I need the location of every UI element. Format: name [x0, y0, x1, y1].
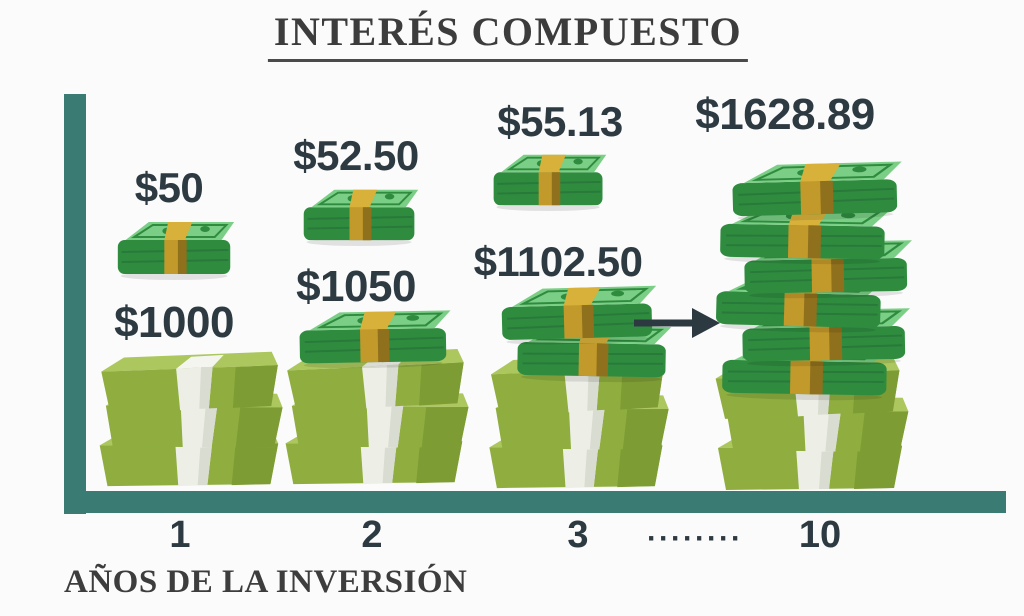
value-amount-label: $1628.89 — [695, 90, 875, 139]
x-tick-3: 3 — [567, 514, 589, 556]
x-axis-break-dots: ········ — [647, 522, 743, 555]
x-axis-bar — [64, 491, 1006, 513]
interest-amount-label: $50 — [134, 164, 204, 211]
interest-bundle-icon — [298, 182, 422, 246]
interest-bundle-icon — [723, 154, 909, 223]
value-amount-label: $1102.50 — [473, 238, 643, 285]
value-amount-label: $1000 — [114, 298, 234, 347]
interest-bundle-icon — [112, 214, 238, 280]
x-tick-1: 1 — [169, 514, 191, 556]
page-title: INTERÉS COMPUESTO — [267, 8, 749, 62]
bill-bundle-icon — [91, 349, 285, 414]
arrow-right-icon — [634, 308, 720, 338]
x-tick-10: 10 — [798, 514, 842, 556]
x-tick-2: 2 — [361, 514, 383, 556]
interest-bundle-icon — [488, 147, 610, 211]
interest-amount-label: $55.13 — [497, 98, 623, 145]
interest-bundle-icon — [291, 303, 456, 370]
x-axis-label: AÑOS DE LA INVERSIÓN — [64, 564, 468, 600]
y-axis-bar — [64, 94, 86, 514]
value-amount-label: $1050 — [296, 262, 416, 311]
interest-amount-label: $52.50 — [293, 132, 419, 179]
